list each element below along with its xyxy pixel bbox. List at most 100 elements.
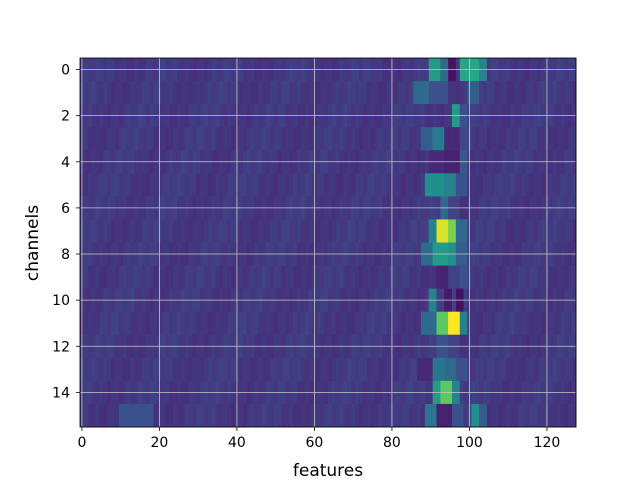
heatmap-cell [207, 357, 213, 382]
heatmap-cell [324, 173, 329, 197]
heatmap-cell [436, 265, 441, 290]
heatmap-cell [161, 265, 166, 290]
plot-frame [79, 57, 577, 428]
heatmap-cell [421, 219, 426, 243]
heatmap-cell [111, 173, 116, 197]
heatmap-cell [184, 311, 189, 336]
heatmap-cell [180, 173, 186, 197]
heatmap-cell [560, 311, 565, 336]
heatmap-cell [118, 81, 124, 105]
heatmap-cell [486, 173, 492, 197]
heatmap-row-1 [80, 81, 577, 105]
heatmap-cell [262, 357, 267, 382]
heatmap-cell [269, 173, 275, 197]
heatmap-cell [308, 127, 313, 151]
heatmap-cell [231, 127, 236, 151]
heatmap-cell [118, 311, 124, 336]
heatmap-cell [122, 311, 127, 336]
heatmap-cell [335, 311, 341, 336]
heatmap-cell [471, 403, 476, 428]
heatmap-cell [211, 357, 217, 382]
heatmap-cell [204, 219, 209, 243]
heatmap-cell [188, 265, 193, 290]
heatmap-cell [362, 173, 368, 197]
heatmap-cell [238, 173, 244, 197]
heatmap-cell [405, 219, 410, 243]
heatmap-cell [200, 403, 205, 428]
heatmap-cell [347, 311, 352, 336]
heatmap-cell [320, 219, 325, 243]
heatmap-cell [432, 265, 437, 290]
heatmap-cell [378, 219, 383, 243]
heatmap-cell [502, 81, 507, 105]
heatmap-cell [490, 311, 496, 336]
heatmap-cell [444, 173, 449, 197]
heatmap-cell [339, 403, 344, 428]
heatmap-cell [165, 311, 170, 336]
heatmap-cell [99, 127, 104, 151]
heatmap-cell [200, 357, 205, 382]
heatmap-cell [413, 403, 418, 428]
heatmap-cell [436, 357, 441, 382]
heatmap-cell [479, 311, 484, 336]
heatmap-cell [413, 127, 418, 151]
heatmap-cell [324, 265, 329, 290]
heatmap-cell [161, 127, 166, 151]
heatmap-cell [568, 173, 573, 197]
heatmap-cell [490, 173, 496, 197]
heatmap-cell [498, 219, 503, 243]
heatmap-cell [192, 127, 197, 151]
heatmap-cell [514, 265, 519, 290]
heatmap-cell [277, 403, 282, 428]
heatmap-cell [138, 311, 143, 336]
heatmap-cell [145, 81, 151, 105]
heatmap-cell [537, 311, 542, 336]
heatmap-cell [258, 219, 263, 243]
heatmap-cell [517, 173, 523, 197]
y-tick-label: 2 [61, 109, 70, 125]
heatmap-cell [366, 81, 372, 105]
heatmap-cell [138, 219, 143, 243]
heatmap-cell [347, 403, 352, 428]
heatmap-cell [107, 219, 112, 243]
heatmap-cell [343, 173, 348, 197]
heatmap-cell [219, 403, 224, 428]
heatmap-cell [393, 265, 399, 290]
heatmap-cell [95, 81, 100, 105]
heatmap-cell [502, 357, 507, 382]
heatmap-cell [328, 219, 333, 243]
heatmap-cell [541, 127, 546, 151]
heatmap-cell [486, 357, 492, 382]
x-tick-label: 20 [151, 435, 169, 451]
heatmap-cell [339, 311, 344, 336]
heatmap-cell [266, 219, 271, 243]
heatmap-cell [293, 127, 298, 151]
heatmap-cell [211, 127, 217, 151]
heatmap-cell [161, 403, 166, 428]
heatmap-cell [517, 81, 523, 105]
heatmap-cell [138, 127, 143, 151]
heatmap-cell [421, 81, 426, 105]
heatmap-cell [502, 219, 507, 243]
heatmap-cell [242, 265, 248, 290]
heatmap-cell [231, 219, 236, 243]
heatmap-cell [258, 357, 263, 382]
heatmap-cell [173, 173, 178, 197]
heatmap-cell [223, 265, 228, 290]
heatmap-cell [417, 127, 422, 151]
heatmap-cell [293, 403, 298, 428]
heatmap-cell [207, 219, 213, 243]
heatmap-cell [111, 219, 116, 243]
heatmap-cell [440, 311, 445, 336]
heatmap-cell [196, 311, 201, 336]
heatmap-cell [297, 265, 302, 290]
heatmap-cell [428, 219, 434, 243]
heatmap-cell [393, 403, 399, 428]
heatmap-cell [304, 173, 310, 197]
heatmap-cell [533, 127, 538, 151]
heatmap-cell [382, 403, 387, 428]
heatmap-cell [436, 81, 441, 105]
heatmap-cell [436, 219, 441, 243]
heatmap-cell [173, 127, 178, 151]
heatmap-cell [254, 173, 259, 197]
